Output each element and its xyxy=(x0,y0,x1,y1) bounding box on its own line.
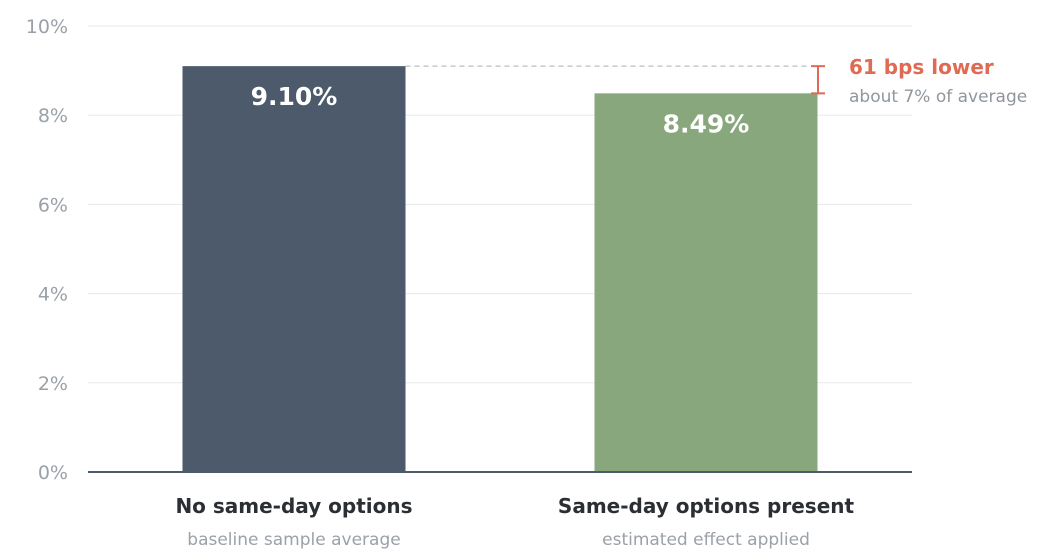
y-axis-ticks: 0% 2% 4% 6% 8% 10% xyxy=(26,16,68,484)
bar xyxy=(182,66,406,472)
category-subtitle: baseline sample average xyxy=(187,530,400,550)
bar-value-labels: 9.10% 8.49% xyxy=(251,82,750,138)
y-tick-label: 6% xyxy=(38,194,68,216)
category-subtitle: estimated effect applied xyxy=(602,530,810,550)
annotation-subtext: about 7% of average xyxy=(849,87,1027,107)
bar-value-label: 8.49% xyxy=(663,109,750,138)
y-tick-label: 0% xyxy=(38,462,68,484)
y-tick-label: 10% xyxy=(26,16,68,38)
difference-annotation: 61 bps lower about 7% of average xyxy=(811,55,1027,107)
bars xyxy=(182,66,818,472)
y-tick-label: 8% xyxy=(38,105,68,127)
category-label: Same-day options present xyxy=(558,494,855,518)
y-tick-label: 4% xyxy=(38,284,68,306)
category-labels: No same-day options baseline sample avera… xyxy=(175,494,854,550)
category-label: No same-day options xyxy=(175,494,412,518)
bar-value-label: 9.10% xyxy=(251,82,338,111)
bar xyxy=(594,93,818,472)
annotation-text: 61 bps lower xyxy=(849,55,994,79)
y-tick-label: 2% xyxy=(38,373,68,395)
